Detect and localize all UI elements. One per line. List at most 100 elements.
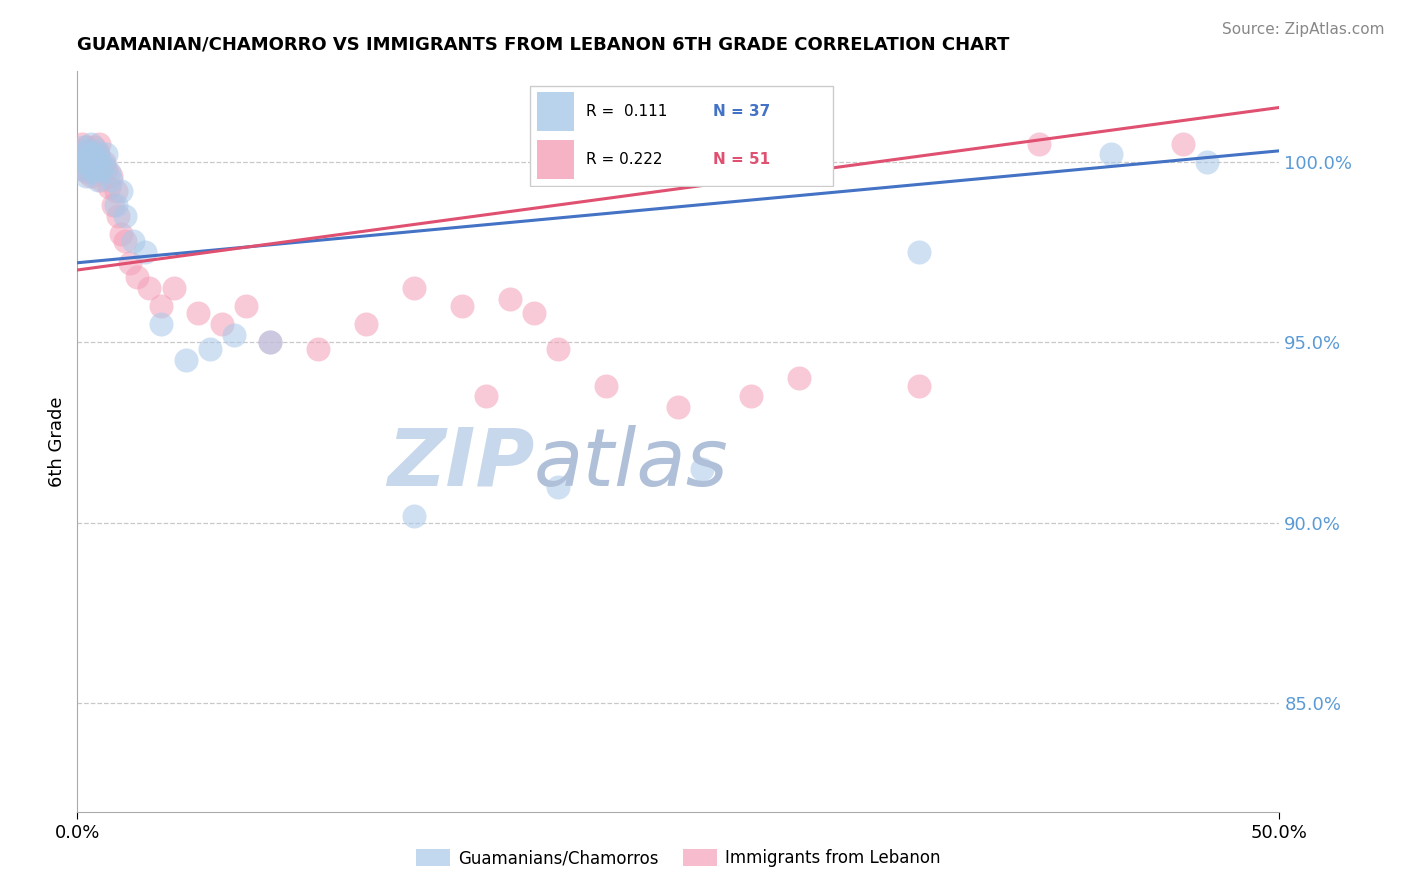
- Point: [76, 144, 98, 158]
- Point: [150, 299, 173, 313]
- Point: [70, 151, 93, 165]
- Y-axis label: 6th Grade: 6th Grade: [48, 396, 66, 487]
- Point: [73, 147, 96, 161]
- Point: [114, 234, 136, 248]
- Text: atlas: atlas: [534, 425, 728, 503]
- Point: [93, 154, 115, 169]
- Point: [87, 172, 110, 186]
- Point: [75, 140, 97, 154]
- Point: [83, 140, 105, 154]
- Legend: Guamanians/Chamorros, Immigrants from Lebanon: Guamanians/Chamorros, Immigrants from Le…: [409, 842, 948, 874]
- Point: [114, 209, 136, 223]
- Point: [77, 154, 100, 169]
- Point: [73, 154, 96, 169]
- Point: [740, 389, 762, 403]
- Point: [110, 184, 132, 198]
- FancyBboxPatch shape: [530, 86, 834, 186]
- Point: [120, 256, 142, 270]
- Point: [259, 335, 281, 350]
- Point: [222, 328, 245, 343]
- Point: [84, 161, 107, 176]
- Text: GUAMANIAN/CHAMORRO VS IMMIGRANTS FROM LEBANON 6TH GRADE CORRELATION CHART: GUAMANIAN/CHAMORRO VS IMMIGRANTS FROM LE…: [77, 36, 1010, 54]
- Point: [499, 292, 522, 306]
- Point: [80, 151, 103, 165]
- Point: [100, 169, 122, 183]
- Point: [547, 343, 569, 357]
- Point: [307, 343, 329, 357]
- Point: [162, 281, 184, 295]
- Point: [1028, 136, 1050, 151]
- Point: [547, 480, 569, 494]
- Point: [1099, 147, 1122, 161]
- Point: [668, 401, 690, 415]
- Text: Source: ZipAtlas.com: Source: ZipAtlas.com: [1222, 22, 1385, 37]
- Point: [595, 378, 617, 392]
- Point: [104, 198, 127, 212]
- Point: [1197, 154, 1219, 169]
- Point: [75, 169, 97, 183]
- Point: [87, 147, 110, 161]
- Point: [134, 244, 156, 259]
- Point: [79, 169, 101, 183]
- Point: [138, 281, 160, 295]
- Point: [72, 140, 94, 154]
- Point: [93, 158, 115, 172]
- Point: [79, 158, 101, 172]
- Point: [451, 299, 474, 313]
- Point: [402, 508, 425, 523]
- Point: [79, 144, 101, 158]
- Point: [69, 144, 91, 158]
- Point: [354, 317, 377, 331]
- Point: [211, 317, 233, 331]
- Point: [523, 306, 546, 320]
- Point: [90, 172, 112, 186]
- Text: N = 51: N = 51: [713, 153, 770, 167]
- Point: [72, 161, 94, 176]
- Point: [103, 198, 125, 212]
- Point: [76, 165, 98, 179]
- Point: [104, 184, 127, 198]
- Text: R = 0.222: R = 0.222: [586, 153, 662, 167]
- Point: [259, 335, 281, 350]
- Point: [174, 353, 197, 368]
- Text: R =  0.111: R = 0.111: [586, 103, 668, 119]
- Point: [97, 165, 120, 179]
- Bar: [537, 92, 574, 131]
- Point: [1173, 136, 1195, 151]
- Point: [787, 371, 810, 385]
- Point: [86, 161, 108, 176]
- Point: [198, 343, 221, 357]
- Text: ZIP: ZIP: [387, 425, 534, 503]
- Point: [87, 151, 110, 165]
- Point: [82, 158, 104, 172]
- Point: [82, 147, 104, 161]
- Point: [84, 154, 107, 169]
- Point: [402, 281, 425, 295]
- Point: [70, 136, 93, 151]
- Point: [150, 317, 173, 331]
- Point: [77, 151, 100, 165]
- Point: [83, 154, 105, 169]
- Text: N = 37: N = 37: [713, 103, 770, 119]
- Point: [235, 299, 257, 313]
- Point: [90, 161, 112, 176]
- Point: [110, 227, 132, 241]
- Point: [80, 165, 103, 179]
- Point: [908, 244, 931, 259]
- Point: [107, 209, 129, 223]
- Point: [100, 172, 122, 186]
- Bar: [537, 140, 574, 179]
- Point: [186, 306, 209, 320]
- Point: [87, 136, 110, 151]
- Point: [127, 270, 149, 285]
- Point: [475, 389, 498, 403]
- Point: [70, 161, 93, 176]
- Point: [121, 234, 143, 248]
- Point: [692, 461, 714, 475]
- Point: [70, 147, 93, 161]
- Point: [79, 136, 101, 151]
- Point: [96, 147, 118, 161]
- Point: [908, 378, 931, 392]
- Point: [97, 180, 120, 194]
- Point: [96, 161, 118, 176]
